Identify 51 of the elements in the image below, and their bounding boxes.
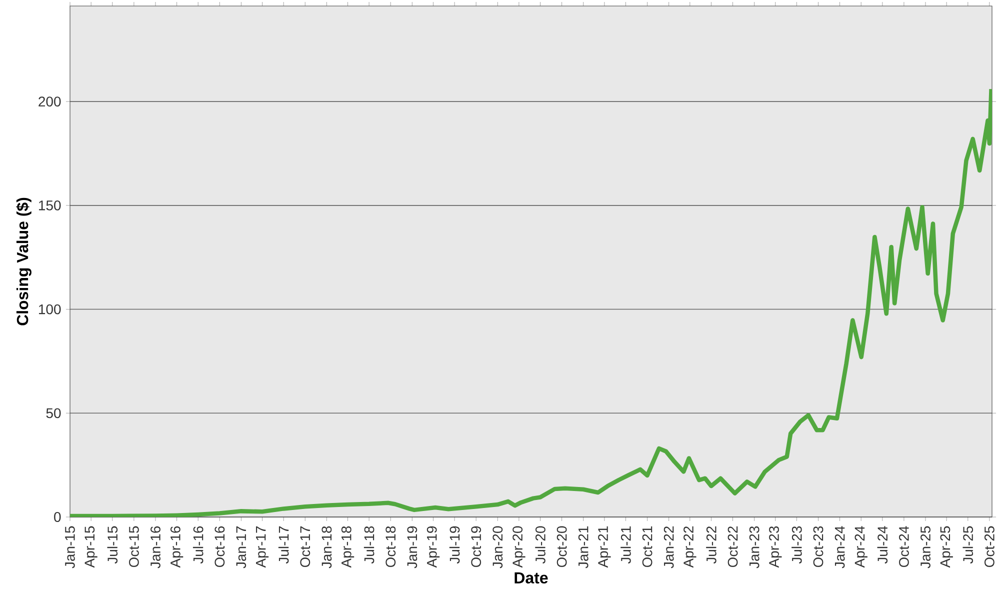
x-tick-label: Oct-21 xyxy=(642,526,652,568)
x-tick-label: Jul-21 xyxy=(620,526,631,564)
x-tick-label: Oct-17 xyxy=(300,526,310,568)
y-tick-label: 50 xyxy=(46,408,61,418)
x-tick-label: Jul-17 xyxy=(278,526,289,564)
x-tick-label: Apr-17 xyxy=(256,526,269,568)
x-tick-label: Jan-20 xyxy=(492,526,503,568)
x-tick-label: Apr-23 xyxy=(769,526,782,568)
x-tick-label: Jan-21 xyxy=(578,526,588,568)
x-tick-label: Jul-23 xyxy=(792,526,802,564)
x-tick-label: Jan-23 xyxy=(749,526,760,568)
x-tick-label: Jan-24 xyxy=(834,526,845,568)
y-tick-label: 100 xyxy=(38,304,61,314)
y-tick-label: 150 xyxy=(38,200,61,210)
x-tick-label: Jan-22 xyxy=(664,526,674,568)
x-tick-label: Apr-20 xyxy=(512,526,526,568)
x-tick-label: Oct-16 xyxy=(214,526,225,568)
y-tick-label: 200 xyxy=(38,96,61,107)
x-tick-label: Apr-16 xyxy=(170,526,184,568)
x-tick-label: Jul-20 xyxy=(535,526,546,564)
x-tick-label: Jul-15 xyxy=(107,526,118,564)
x-axis-title: Date xyxy=(514,572,548,584)
x-tick-label: Jul-18 xyxy=(364,526,374,564)
x-tick-label: Jul-16 xyxy=(192,526,204,564)
x-tick-label: Oct-22 xyxy=(728,526,738,568)
x-tick-label: Jul-25 xyxy=(962,526,974,564)
x-tick-label: Oct-18 xyxy=(386,526,396,568)
x-tick-label: Jan-25 xyxy=(920,526,930,568)
x-tick-label: Jul-24 xyxy=(877,526,888,564)
x-tick-label: Jan-17 xyxy=(236,526,246,568)
x-tick-label: Jan-19 xyxy=(407,526,418,568)
y-axis-title: Closing Value ($) xyxy=(16,198,32,326)
x-tick-label: Jan-16 xyxy=(150,526,160,568)
x-tick-label: Oct-25 xyxy=(984,526,994,568)
x-tick-label: Oct-20 xyxy=(556,526,567,568)
x-tick-label: Jan-18 xyxy=(322,526,332,568)
x-tick-label: Oct-15 xyxy=(128,526,139,568)
x-tick-label: Apr-15 xyxy=(84,526,98,568)
x-tick-label: Jul-19 xyxy=(449,526,460,564)
x-tick-label: Apr-19 xyxy=(426,526,440,568)
x-tick-label: Jan-15 xyxy=(65,526,75,568)
x-tick-label: Oct-19 xyxy=(471,526,482,568)
x-tick-label: Apr-25 xyxy=(940,526,953,568)
x-tick-label: Oct-23 xyxy=(813,526,824,568)
x-tick-label: Apr-21 xyxy=(598,526,611,568)
y-tick-label: 0 xyxy=(54,512,61,522)
x-tick-label: Apr-18 xyxy=(341,526,354,568)
x-tick-label: Apr-22 xyxy=(684,526,696,568)
x-tick-label: Apr-24 xyxy=(854,526,868,568)
x-tick-label: Jul-22 xyxy=(706,526,716,564)
x-tick-label: Oct-24 xyxy=(899,526,909,568)
